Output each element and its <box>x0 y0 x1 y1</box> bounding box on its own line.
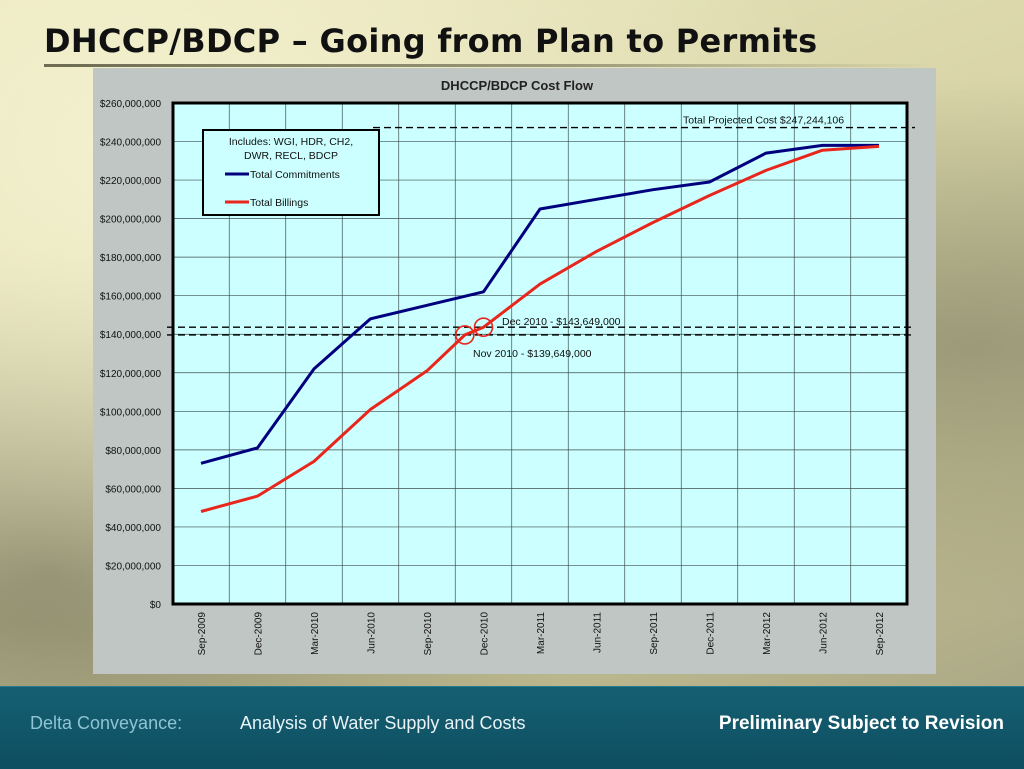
x-tick-label: Jun-2012 <box>819 612 830 654</box>
x-tick-label: Sep-2009 <box>197 612 208 656</box>
y-tick-label: $180,000,000 <box>100 253 162 264</box>
reference-line-label: Total Projected Cost $247,244,106 <box>683 115 844 127</box>
highlight-circle <box>473 317 494 337</box>
highlight-markers <box>455 317 494 345</box>
x-axis: Sep-2009 Dec-2009 Mar-2010 Jun-2010 Sep-2010… <box>197 612 886 656</box>
series-lines <box>200 143 880 513</box>
reference-line-label: Dec 2010 - $143,649,000 <box>502 316 621 328</box>
footer-section-label: Delta Conveyance: <box>30 713 183 733</box>
x-tick-label: Sep-2011 <box>649 612 660 655</box>
y-tick-label: $20,000,000 <box>105 561 161 572</box>
cost-flow-chart: DHCCP/BDCP Cost Flow Total Projected Cos… <box>100 78 915 656</box>
legend: Includes: WGI, HDR, CH2, DWR, RECL, BDCP T… <box>202 129 380 216</box>
x-tick-label: Jun-2011 <box>593 612 604 653</box>
x-tick-label: Sep-2012 <box>875 612 886 656</box>
footer-bar: Delta Conveyance: Analysis of Water Supp… <box>0 686 1024 769</box>
legend-label: Total Commitments <box>250 169 340 181</box>
footer-disclaimer: Preliminary Subject to Revision <box>718 713 1004 734</box>
x-tick-label: Mar-2011 <box>536 612 547 654</box>
slide-title: DHCCP/BDCP – Going from Plan to Permits <box>44 22 818 60</box>
plot-border <box>171 101 909 606</box>
highlight-circle <box>455 325 475 345</box>
x-tick-label: Dec-2009 <box>254 612 265 656</box>
x-tick-label: Dec-2011 <box>706 612 717 655</box>
series-line-total-billings <box>200 144 880 513</box>
y-tick-label: $60,000,000 <box>105 484 161 495</box>
y-tick-label: $40,000,000 <box>105 523 161 534</box>
y-tick-label: $200,000,000 <box>100 215 162 226</box>
y-tick-label: $240,000,000 <box>100 138 162 149</box>
legend-note-line: Includes: WGI, HDR, CH2, <box>229 136 353 148</box>
y-tick-label: $260,000,000 <box>100 99 162 110</box>
title-underline <box>44 64 934 67</box>
series-line-total-commitments <box>200 143 879 465</box>
grid-lines <box>173 102 907 605</box>
y-tick-label: $80,000,000 <box>105 446 161 457</box>
chart-panel: DHCCP/BDCP Cost Flow Total Projected Cos… <box>93 68 936 674</box>
x-tick-label: Mar-2010 <box>310 612 321 655</box>
x-tick-label: Mar-2012 <box>762 612 773 655</box>
y-tick-label: $0 <box>150 600 162 611</box>
x-tick-label: Dec-2010 <box>480 612 491 656</box>
y-axis: $0 $20,000,000 $40,000,000 $60,000,000 $80,0… <box>100 99 162 611</box>
reference-line-label: Nov 2010 - $139,649,000 <box>473 348 592 360</box>
legend-note-line: DWR, RECL, BDCP <box>244 150 338 162</box>
y-tick-label: $160,000,000 <box>100 292 162 303</box>
y-tick-label: $100,000,000 <box>100 407 162 418</box>
footer-subtitle: Analysis of Water Supply and Costs <box>240 713 526 733</box>
y-tick-label: $120,000,000 <box>100 369 162 380</box>
legend-label: Total Billings <box>250 197 308 209</box>
x-tick-label: Sep-2010 <box>423 612 434 656</box>
reference-lines: Total Projected Cost $247,244,106 Dec 201… <box>167 115 915 360</box>
y-tick-label: $140,000,000 <box>100 330 162 341</box>
y-tick-label: $220,000,000 <box>100 176 162 187</box>
x-tick-label: Jun-2010 <box>367 612 378 654</box>
chart-title: DHCCP/BDCP Cost Flow <box>441 78 594 93</box>
